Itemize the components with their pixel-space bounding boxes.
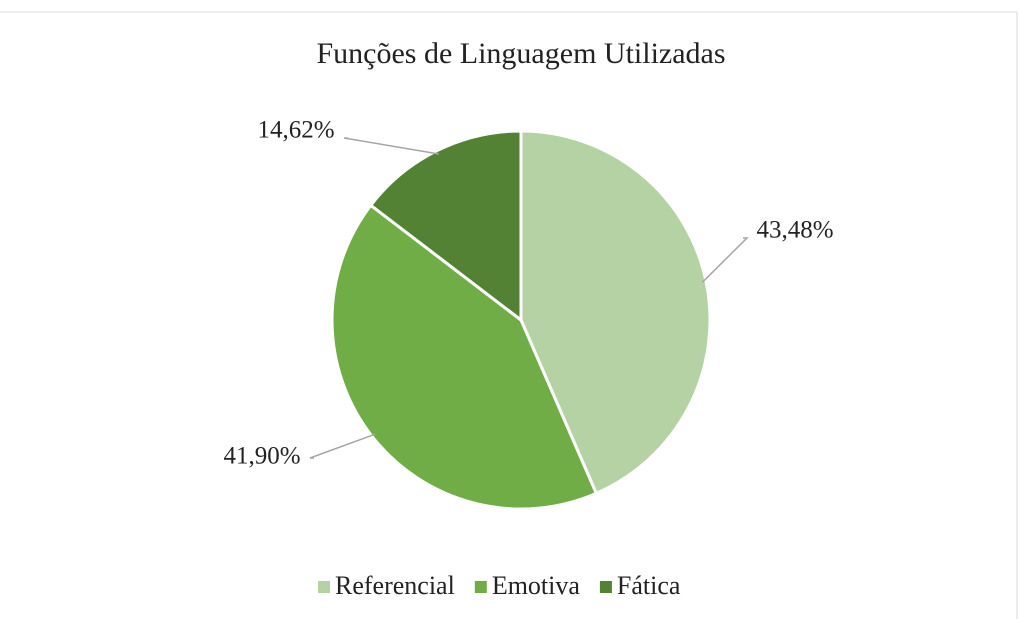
data-label: 41,90% — [223, 443, 300, 470]
legend-label: Emotiva — [492, 571, 581, 600]
data-label: 14,62% — [257, 117, 334, 144]
leader-line — [701, 237, 749, 283]
leader-line — [343, 137, 440, 155]
legend-label: Referencial — [335, 571, 455, 600]
chart-title: Funções de Linguagem Utilizadas — [316, 37, 725, 70]
legend-swatch — [318, 581, 330, 593]
pie-slice — [368, 129, 523, 324]
pie-slice — [330, 203, 599, 511]
legend-label: Fática — [617, 571, 681, 600]
legend-swatch — [474, 581, 487, 593]
legend-swatch — [599, 581, 612, 593]
leader-line — [309, 433, 376, 459]
pie-slice — [519, 129, 712, 496]
data-label: 43,48% — [756, 217, 833, 244]
